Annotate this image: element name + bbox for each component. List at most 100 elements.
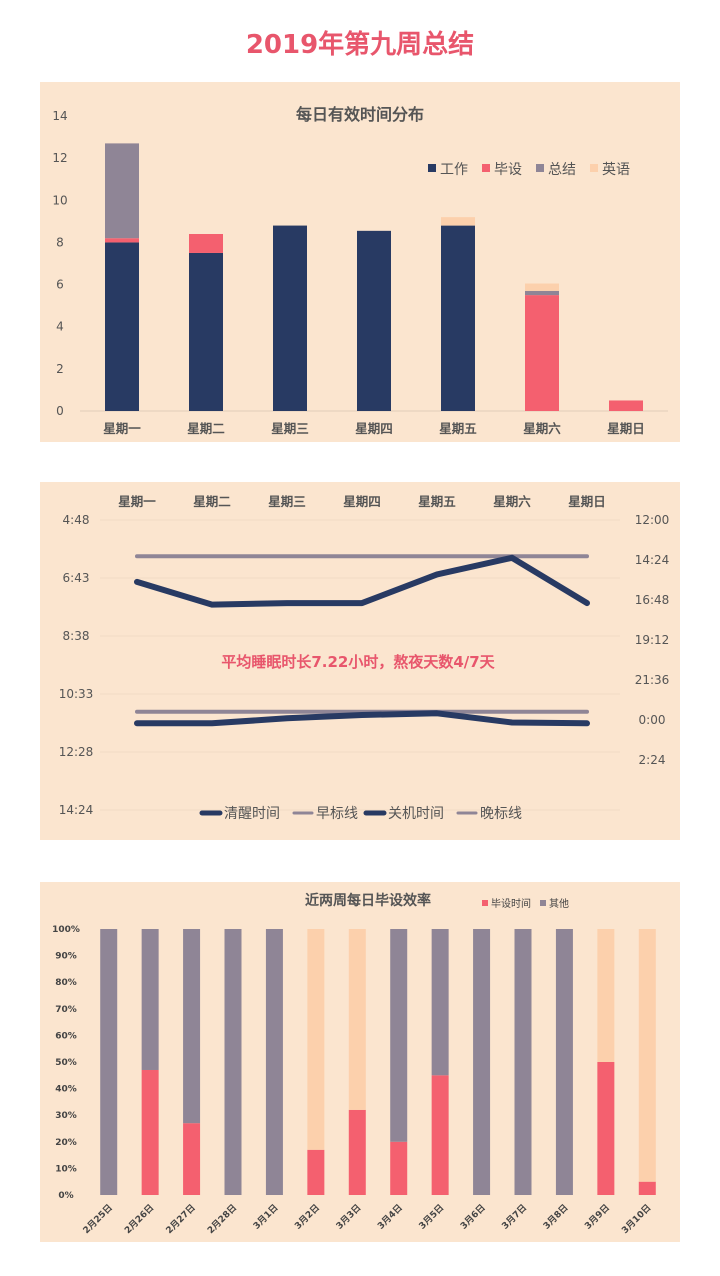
category-label: 3月3日 <box>334 1202 363 1231</box>
bar-segment <box>307 1149 325 1195</box>
y-tick-label: 40% <box>55 1085 77 1095</box>
category-label: 3月1日 <box>251 1202 280 1231</box>
y-tick-label: 70% <box>55 1005 77 1015</box>
left-tick-label: 4:48 <box>63 513 90 527</box>
category-label: 星期一 <box>103 421 141 436</box>
bar-segment <box>431 1075 449 1195</box>
legend-swatch <box>536 164 544 172</box>
thesis-efficiency-chart: 近两周每日毕设效率 0% 10% 20% 30% 40% 50% 60% 70% 80% 90% 10… <box>40 882 680 1242</box>
bar-segment <box>265 929 283 1195</box>
right-tick-label: 14:24 <box>635 553 670 567</box>
category-label: 3月6日 <box>458 1202 487 1231</box>
y-tick-label: 20% <box>55 1138 77 1148</box>
category-label: 3月5日 <box>417 1202 446 1231</box>
sleep-schedule-svg: 星期一 星期二 星期三 星期四 星期五 星期六 星期日 4:48 6:43 8:38 10:33 12… <box>59 494 670 822</box>
bar-segment <box>348 1109 366 1195</box>
bar-segment <box>100 929 118 1195</box>
category-label: 星期日 <box>568 494 606 509</box>
legend-label: 总结 <box>548 162 576 178</box>
category-label: 2月27日 <box>164 1202 198 1236</box>
bar-segment <box>141 929 159 1070</box>
category-label: 星期四 <box>355 421 393 436</box>
bar-segment <box>597 1062 615 1195</box>
legend-swatch <box>590 164 598 172</box>
bar-segment <box>441 217 475 226</box>
category-label: 星期六 <box>523 421 561 436</box>
bar-segment <box>431 929 449 1076</box>
category-label: 2月26日 <box>122 1202 156 1236</box>
bar-segment <box>307 929 325 1150</box>
category-label: 星期三 <box>268 494 306 509</box>
y-tick-label: 14 <box>52 109 67 123</box>
daily-effective-time-svg: 每日有效时间分布 0 2 4 6 8 10 12 14 星期一 星期二 星期三 星期四 星期五 星期六 星期日… <box>52 105 668 436</box>
legend-swatch <box>482 900 488 906</box>
legend-label: 晚标线 <box>480 806 522 822</box>
bar-segment <box>514 929 532 1195</box>
bar-segment <box>441 225 475 411</box>
bar-segment <box>555 929 573 1195</box>
y-tick-label: 12 <box>52 151 67 165</box>
category-label: 星期五 <box>439 421 477 436</box>
y-tick-label: 30% <box>55 1111 77 1121</box>
category-label: 星期一 <box>118 494 156 509</box>
bar-segment <box>597 929 615 1062</box>
chart-title: 近两周每日毕设效率 <box>305 892 431 909</box>
category-label: 星期四 <box>343 494 381 509</box>
legend-label: 早标线 <box>316 806 358 822</box>
bar-segment <box>390 929 408 1142</box>
y-tick-label: 10% <box>55 1164 77 1174</box>
bar-segment <box>189 234 223 253</box>
page-title: 2019年第九周总结 <box>245 30 475 60</box>
category-label: 星期六 <box>493 494 531 509</box>
bar-segment <box>357 230 391 411</box>
bar-segment <box>141 1069 159 1195</box>
sleep-summary-annotation: 平均睡眠时长7.22小时，熬夜天数4/7天 <box>221 653 495 671</box>
series-line <box>134 554 590 608</box>
chart-title: 每日有效时间分布 <box>296 105 424 124</box>
sleep-schedule-chart: 星期一 星期二 星期三 星期四 星期五 星期六 星期日 4:48 6:43 8:38 10:33 12… <box>40 482 680 840</box>
right-tick-label: 0:00 <box>639 713 666 727</box>
legend-label: 毕设 <box>494 162 522 178</box>
category-label: 3月7日 <box>500 1202 529 1231</box>
bar-segment <box>224 929 242 1195</box>
bar-segment <box>105 242 139 411</box>
left-tick-label: 12:28 <box>59 745 94 759</box>
left-tick-label: 10:33 <box>59 687 94 701</box>
daily-effective-time-chart: 每日有效时间分布 0 2 4 6 8 10 12 14 星期一 星期二 星期三 星期四 星期五 星期六 星期日… <box>40 82 680 442</box>
bar-segment <box>525 295 559 411</box>
y-tick-label: 10 <box>52 193 67 207</box>
bar-segment <box>183 1123 201 1195</box>
legend-swatch <box>482 164 490 172</box>
left-tick-label: 8:38 <box>63 629 90 643</box>
category-label: 星期二 <box>193 494 231 509</box>
legend-label: 毕设时间 <box>491 897 531 910</box>
legend-swatch <box>540 900 546 906</box>
legend-label: 工作 <box>440 162 468 178</box>
y-tick-label: 6 <box>56 278 64 292</box>
bar-segment <box>638 929 656 1182</box>
right-tick-label: 21:36 <box>635 673 670 687</box>
right-tick-label: 12:00 <box>635 513 670 527</box>
bar-segment <box>525 283 559 291</box>
category-label: 3月4日 <box>375 1202 404 1231</box>
legend-swatch <box>428 164 436 172</box>
bar-segment <box>273 225 307 411</box>
bar-segment <box>525 290 559 296</box>
y-tick-label: 8 <box>56 235 64 249</box>
bar-segment <box>638 1181 656 1195</box>
bar-segment <box>609 400 643 411</box>
y-tick-label: 0 <box>56 404 64 418</box>
bar-segment <box>105 238 139 243</box>
y-tick-label: 90% <box>55 952 77 962</box>
legend-label: 英语 <box>602 161 630 178</box>
right-tick-label: 2:24 <box>639 753 666 767</box>
category-label: 星期二 <box>187 421 225 436</box>
right-tick-label: 16:48 <box>635 593 670 607</box>
y-tick-label: 60% <box>55 1031 77 1041</box>
bar-segment <box>390 1141 408 1195</box>
left-tick-label: 6:43 <box>63 571 90 585</box>
bar-segment <box>105 143 139 239</box>
legend-label: 关机时间 <box>388 806 444 822</box>
y-tick-label: 4 <box>56 320 64 334</box>
category-label: 3月9日 <box>583 1202 612 1231</box>
